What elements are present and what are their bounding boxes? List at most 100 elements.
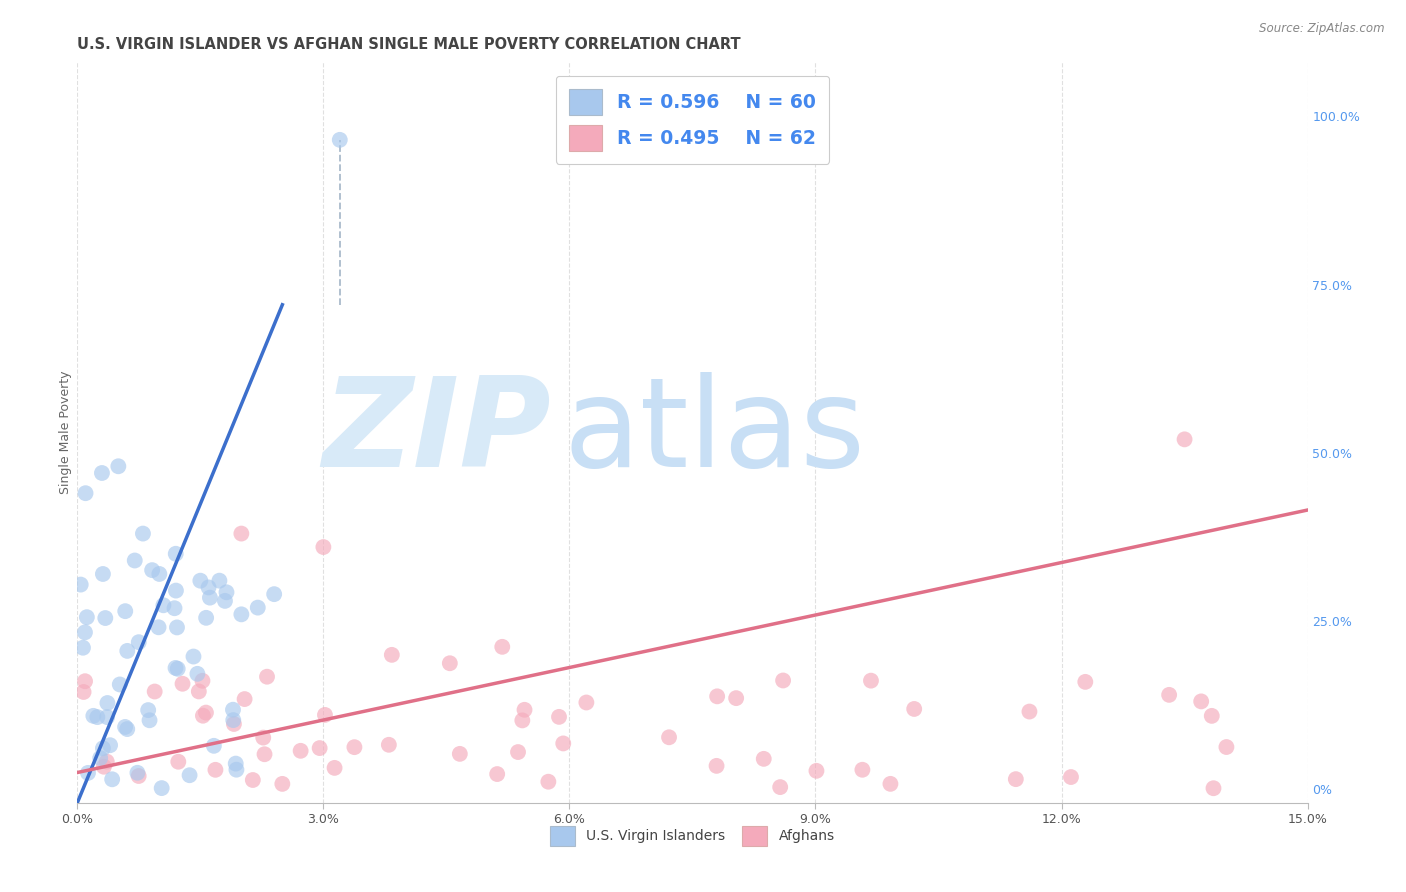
Point bbox=[215, 585, 238, 599]
Point bbox=[165, 547, 187, 561]
Point bbox=[548, 710, 571, 724]
Point bbox=[143, 684, 166, 698]
Point bbox=[124, 553, 146, 567]
Point bbox=[658, 731, 681, 745]
Point bbox=[1004, 772, 1026, 786]
Point bbox=[506, 745, 529, 759]
Point bbox=[752, 752, 775, 766]
Point bbox=[253, 747, 276, 762]
Point bbox=[195, 611, 218, 625]
Point bbox=[75, 674, 97, 689]
Point bbox=[706, 759, 728, 773]
Point bbox=[314, 707, 336, 722]
Point bbox=[222, 703, 245, 717]
Point bbox=[231, 607, 253, 622]
Point bbox=[141, 563, 163, 577]
Point bbox=[76, 610, 98, 624]
Point bbox=[107, 459, 129, 474]
Point bbox=[91, 741, 114, 756]
Point bbox=[903, 702, 925, 716]
Point bbox=[198, 591, 221, 605]
Point bbox=[69, 577, 91, 591]
Point bbox=[449, 747, 471, 761]
Point bbox=[575, 696, 598, 710]
Text: U.S. VIRGIN ISLANDER VS AFGHAN SINGLE MALE POVERTY CORRELATION CHART: U.S. VIRGIN ISLANDER VS AFGHAN SINGLE MA… bbox=[77, 37, 741, 52]
Text: ZIP: ZIP bbox=[322, 372, 551, 493]
Point bbox=[115, 722, 138, 736]
Point bbox=[290, 744, 312, 758]
Point bbox=[152, 599, 174, 613]
Text: Source: ZipAtlas.com: Source: ZipAtlas.com bbox=[1260, 22, 1385, 36]
Point bbox=[72, 640, 94, 655]
Point bbox=[191, 708, 214, 723]
Point bbox=[725, 691, 748, 706]
Point bbox=[186, 666, 208, 681]
Point bbox=[271, 777, 294, 791]
Point bbox=[86, 710, 108, 724]
Point bbox=[537, 774, 560, 789]
Point bbox=[1074, 674, 1097, 689]
Point bbox=[167, 755, 190, 769]
Point bbox=[163, 601, 186, 615]
Point bbox=[513, 703, 536, 717]
Point bbox=[1189, 694, 1212, 708]
Point bbox=[114, 720, 136, 734]
Point bbox=[89, 751, 111, 765]
Point bbox=[91, 566, 114, 581]
Point bbox=[222, 713, 245, 727]
Point bbox=[439, 657, 461, 671]
Point bbox=[222, 717, 245, 731]
Point bbox=[148, 620, 170, 634]
Point bbox=[187, 684, 209, 698]
Point bbox=[772, 673, 794, 688]
Point bbox=[851, 763, 873, 777]
Point bbox=[308, 741, 330, 756]
Point bbox=[72, 685, 94, 699]
Point bbox=[188, 574, 212, 588]
Point bbox=[75, 486, 97, 500]
Point bbox=[1201, 709, 1223, 723]
Point bbox=[553, 736, 575, 750]
Point bbox=[806, 764, 828, 778]
Point bbox=[93, 760, 115, 774]
Point bbox=[172, 677, 194, 691]
Point bbox=[225, 756, 247, 771]
Point bbox=[128, 769, 150, 783]
Point bbox=[491, 640, 513, 654]
Point bbox=[165, 661, 187, 675]
Point bbox=[323, 761, 346, 775]
Point bbox=[108, 677, 131, 691]
Point bbox=[879, 777, 901, 791]
Point bbox=[96, 755, 118, 769]
Point bbox=[166, 662, 188, 676]
Point bbox=[148, 566, 170, 581]
Point bbox=[329, 133, 352, 147]
Point bbox=[1060, 770, 1083, 784]
Point bbox=[1018, 705, 1040, 719]
Text: atlas: atlas bbox=[564, 372, 866, 493]
Point bbox=[263, 587, 285, 601]
Point bbox=[191, 673, 214, 688]
Point bbox=[138, 713, 160, 727]
Point bbox=[214, 594, 236, 608]
Point bbox=[246, 600, 269, 615]
Point bbox=[166, 620, 188, 634]
Point bbox=[150, 781, 173, 796]
Point bbox=[233, 692, 256, 706]
Point bbox=[1202, 781, 1225, 796]
Point bbox=[117, 644, 139, 658]
Y-axis label: Single Male Poverty: Single Male Poverty bbox=[59, 371, 72, 494]
Point bbox=[165, 583, 187, 598]
Point bbox=[204, 763, 226, 777]
Point bbox=[114, 604, 136, 618]
Point bbox=[312, 540, 335, 554]
Point bbox=[136, 703, 159, 717]
Point bbox=[343, 740, 366, 755]
Point bbox=[381, 648, 404, 662]
Point bbox=[225, 763, 247, 777]
Point bbox=[1159, 688, 1181, 702]
Legend: U.S. Virgin Islanders, Afghans: U.S. Virgin Islanders, Afghans bbox=[546, 821, 839, 851]
Point bbox=[101, 772, 124, 787]
Point bbox=[96, 710, 118, 724]
Point bbox=[378, 738, 401, 752]
